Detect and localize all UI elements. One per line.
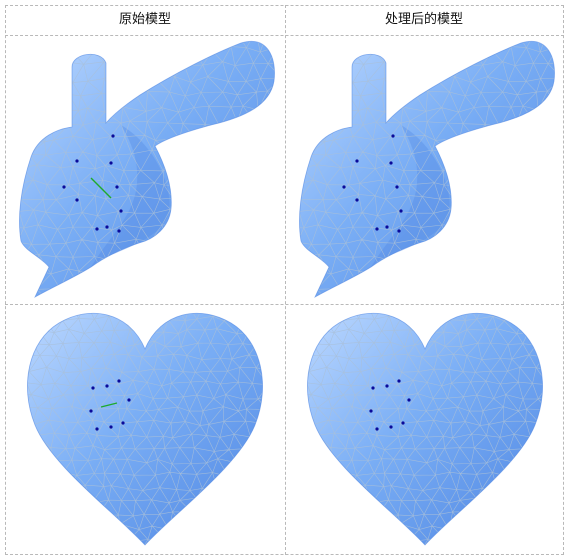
bunny-processed-marked-vertex-8 <box>375 227 379 231</box>
heart-processed-marked-vertex-7 <box>389 425 393 429</box>
heart-processed-marked-vertex-2 <box>385 384 389 388</box>
bunny-processed-marked-vertex-10 <box>397 229 401 233</box>
bunny-original-marked-vertex-1 <box>111 134 115 138</box>
bunny-original-outline <box>19 41 275 298</box>
bunny-original-marked-vertex-3 <box>109 161 113 165</box>
heart-original-marked-vertex-5 <box>127 398 131 402</box>
heart-original-marked-vertex-4 <box>89 409 93 413</box>
heart-processed-marked-vertex-1 <box>371 386 375 390</box>
grid-line-middle <box>5 304 564 305</box>
grid-line-bottom <box>5 554 564 555</box>
bunny-processed-shading <box>371 125 450 267</box>
heart-processed-marked-vertex-5 <box>407 398 411 402</box>
bunny-original-marked-vertex-7 <box>119 209 123 213</box>
heart-original-marked-vertex-6 <box>95 427 99 431</box>
bunny-original-marked-vertex-4 <box>62 185 66 189</box>
heart-original-marked-vertex-7 <box>109 425 113 429</box>
bunny-processed-marked-vertex-4 <box>342 185 346 189</box>
bunny-original-shading <box>91 125 170 267</box>
bunny-processed-marked-vertex-6 <box>355 198 359 202</box>
heart-processed-outline <box>307 312 543 546</box>
bunny-original-highlight-edge <box>90 177 112 199</box>
bunny-processed-marked-vertex-5 <box>395 185 399 189</box>
bunny-processed-marked-vertex-2 <box>355 159 359 163</box>
cell-heart-processed <box>285 5 565 555</box>
bunny-processed-marked-vertex-1 <box>391 134 395 138</box>
heart-original-outline <box>27 312 263 546</box>
bunny-processed-surface <box>299 41 555 297</box>
bunny-processed-marked-vertex-9 <box>385 225 389 229</box>
heart-original-marked-vertex-2 <box>105 384 109 388</box>
comparison-figure: 原始模型 处理后的模型 <box>5 5 564 555</box>
heart-processed-marked-vertex-8 <box>401 421 405 425</box>
cell-bunny-processed <box>285 5 565 305</box>
header-processed: 处理后的模型 <box>384 12 463 27</box>
heart-model-processed <box>307 312 543 546</box>
bunny-original-marked-vertex-2 <box>75 159 79 163</box>
grid-line-right <box>563 5 564 555</box>
bunny-model-processed <box>299 41 555 298</box>
cell-heart-original <box>5 5 285 555</box>
cell-bunny-original <box>5 5 285 305</box>
heart-original-marked-vertex-1 <box>91 386 95 390</box>
bunny-original-marked-vertex-10 <box>117 229 121 233</box>
heart-processed-marked-vertex-4 <box>369 409 373 413</box>
bunny-original-marked-vertex-6 <box>75 198 79 202</box>
bunny-original-marked-vertex-8 <box>95 227 99 231</box>
bunny-processed-marked-vertex-7 <box>399 209 403 213</box>
heart-processed-marked-vertex-3 <box>397 379 401 383</box>
bunny-original-surface <box>19 41 275 297</box>
header-original: 原始模型 <box>118 12 171 27</box>
bunny-original-marked-vertex-5 <box>115 185 119 189</box>
heart-original-marked-vertex-3 <box>117 379 121 383</box>
bunny-original-marked-vertex-9 <box>105 225 109 229</box>
grid-line-center <box>285 5 286 555</box>
grid-line-header <box>5 35 564 36</box>
bunny-model-original <box>19 41 275 298</box>
heart-processed-marked-vertex-6 <box>375 427 379 431</box>
grid-line-left <box>5 5 6 555</box>
grid-line-top <box>5 5 564 6</box>
heart-original-marked-vertex-8 <box>121 421 125 425</box>
heart-model-original <box>27 312 263 546</box>
bunny-processed-marked-vertex-3 <box>389 161 393 165</box>
heart-original-highlight-edge <box>100 402 118 408</box>
bunny-processed-outline <box>299 41 555 298</box>
